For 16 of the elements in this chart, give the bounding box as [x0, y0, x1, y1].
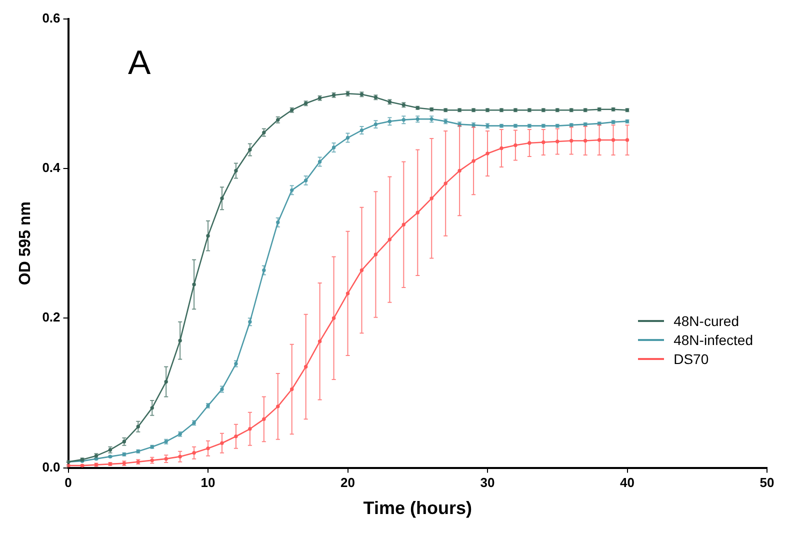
legend-label: 48N-cured: [674, 313, 739, 329]
x-tick-label: 30: [480, 475, 495, 490]
legend-label: 48N-infected: [674, 332, 753, 348]
y-tick-label: 0.2: [42, 310, 60, 325]
x-tick-label: 50: [760, 475, 774, 490]
x-tick-label: 10: [200, 475, 216, 490]
annotation: A: [128, 44, 151, 83]
x-axis-title: Time (hours): [363, 498, 472, 518]
x-tick-label: 20: [340, 475, 355, 490]
y-axis-title: OD 595 nm: [17, 202, 34, 286]
legend-label: DS70: [674, 351, 709, 367]
y-tick-label: 0.0: [42, 459, 60, 474]
y-tick-label: 0.6: [42, 10, 60, 26]
x-tick-label: 40: [620, 475, 634, 490]
x-tick-label: 0: [64, 475, 72, 490]
y-tick-label: 0.4: [42, 160, 62, 176]
